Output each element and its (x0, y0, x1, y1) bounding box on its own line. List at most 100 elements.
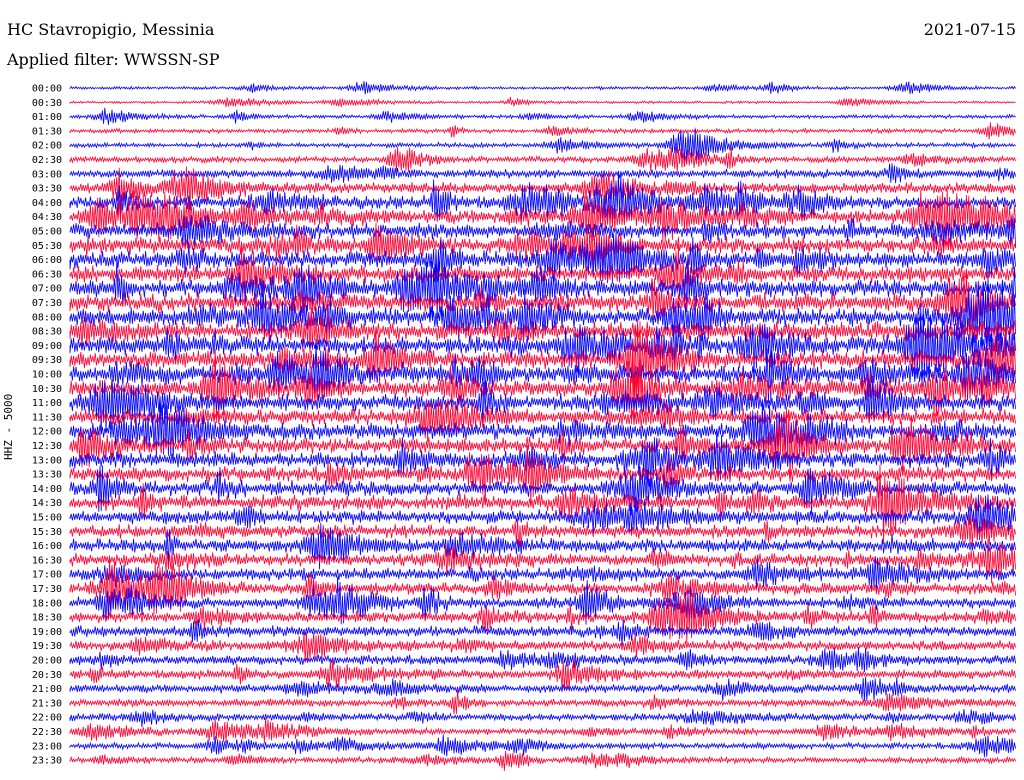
trace-row (69, 307, 1016, 354)
row-time-label: 11:30 (32, 412, 62, 423)
row-time-label: 13:00 (32, 455, 62, 466)
row-time-label: 18:00 (32, 598, 62, 609)
row-time-label: 16:00 (32, 541, 62, 552)
row-time-label: 16:30 (32, 555, 62, 566)
row-time-label: 12:30 (32, 441, 62, 452)
row-time-label: 17:30 (32, 584, 62, 595)
row-time-label: 06:00 (32, 255, 62, 266)
row-time-label: 09:30 (32, 355, 62, 366)
trace-row (69, 446, 1016, 505)
row-time-label: 01:30 (32, 126, 62, 137)
tick-label-group: 00:00 00:30 01:00 01:30 02:00 02:30 03:00 03:30… (32, 84, 62, 767)
row-time-label: 19:00 (32, 627, 62, 638)
trace-row (69, 222, 1016, 272)
row-time-label: 01:00 (32, 112, 62, 123)
trace-row (69, 81, 1016, 95)
trace-row (69, 303, 1016, 387)
row-time-label: 21:00 (32, 684, 62, 695)
trace-row (69, 513, 1016, 551)
trace-row (69, 173, 1016, 228)
trace-row (69, 619, 1016, 646)
row-time-label: 14:00 (32, 484, 62, 495)
trace-row (69, 689, 1016, 715)
row-time-label: 03:30 (32, 184, 62, 195)
row-time-label: 06:30 (32, 269, 62, 280)
trace-row (69, 401, 1016, 461)
trace-row (69, 750, 1016, 771)
trace-row (69, 594, 1016, 643)
trace-row (69, 232, 1016, 284)
trace-row (69, 259, 1016, 320)
trace-row (69, 187, 1016, 251)
trace-row (69, 734, 1016, 758)
row-time-label: 22:00 (32, 713, 62, 724)
trace-row (69, 375, 1016, 434)
row-time-label: 07:30 (32, 298, 62, 309)
trace-row (69, 555, 1016, 619)
row-time-label: 08:00 (32, 312, 62, 323)
row-time-label: 07:00 (32, 284, 62, 295)
trace-row (69, 556, 1016, 591)
trace-row (69, 646, 1016, 673)
trace-row (69, 398, 1016, 442)
row-time-label: 22:30 (32, 727, 62, 738)
row-time-label: 17:00 (32, 570, 62, 581)
trace-row (69, 214, 1016, 250)
trace-row (69, 338, 1016, 404)
row-time-label: 00:00 (32, 84, 62, 95)
row-time-label: 08:30 (32, 327, 62, 338)
trace-row (69, 166, 1016, 211)
trace-row (69, 122, 1016, 140)
row-time-label: 03:00 (32, 169, 62, 180)
trace-group (69, 81, 1016, 771)
trace-row (69, 275, 1016, 352)
row-time-label: 13:30 (32, 470, 62, 481)
row-time-label: 23:00 (32, 741, 62, 752)
row-time-label: 04:00 (32, 198, 62, 209)
row-time-label: 12:00 (32, 427, 62, 438)
station-title: HC Stavropigio, Messinia (7, 20, 215, 39)
trace-row (69, 146, 1016, 174)
row-time-label: 20:00 (32, 656, 62, 667)
trace-row (69, 348, 1016, 425)
row-time-label: 10:30 (32, 384, 62, 395)
row-time-label: 04:30 (32, 212, 62, 223)
trace-row (69, 163, 1016, 184)
trace-row (69, 271, 1016, 332)
row-time-label: 02:00 (32, 141, 62, 152)
trace-row (69, 465, 1016, 516)
trace-row (69, 576, 1016, 625)
trace-row (69, 428, 1016, 488)
trace-row (69, 522, 1016, 570)
trace-row (69, 632, 1016, 663)
trace-row (69, 659, 1016, 691)
trace-row (69, 129, 1016, 163)
row-time-label: 02:30 (32, 155, 62, 166)
trace-row (69, 406, 1016, 482)
row-time-label: 18:30 (32, 613, 62, 624)
date-label: 2021-07-15 (923, 20, 1016, 39)
row-time-label: 15:30 (32, 527, 62, 538)
trace-row (69, 717, 1016, 744)
row-time-label: 21:30 (32, 698, 62, 709)
trace-row (69, 319, 1016, 403)
trace-row (69, 243, 1016, 302)
trace-row (69, 708, 1016, 728)
row-time-label: 09:00 (32, 341, 62, 352)
trace-row (69, 676, 1016, 702)
trace-row (69, 494, 1016, 541)
trace-row (69, 97, 1016, 108)
row-time-label: 05:00 (32, 227, 62, 238)
row-time-label: 11:00 (32, 398, 62, 409)
trace-row (69, 464, 1016, 545)
trace-row (69, 538, 1016, 584)
filter-label: Applied filter: WWSSN-SP (7, 50, 220, 69)
row-time-label: 05:30 (32, 241, 62, 252)
row-time-label: 20:30 (32, 670, 62, 681)
row-time-label: 19:30 (32, 641, 62, 652)
row-time-label: 15:00 (32, 513, 62, 524)
row-time-label: 00:30 (32, 98, 62, 109)
row-time-label: 14:30 (32, 498, 62, 509)
trace-row (69, 107, 1016, 126)
